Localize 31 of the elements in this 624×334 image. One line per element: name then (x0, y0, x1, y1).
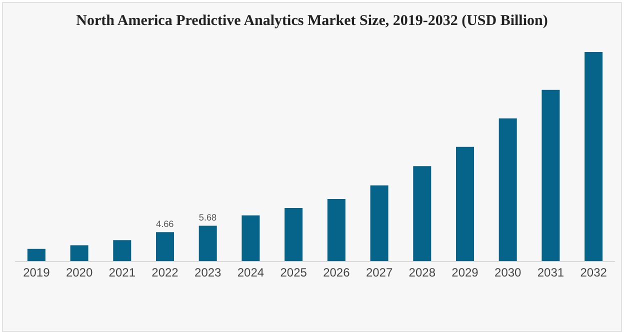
bar (242, 215, 260, 261)
x-tick-label: 2032 (580, 265, 608, 280)
x-tick-label: 2031 (537, 265, 564, 280)
chart-title: North America Predictive Analytics Market Size, 2019-2032 (USD Billion) (76, 12, 548, 29)
x-tick-label: 2028 (408, 265, 436, 280)
x-tick-label: 2026 (323, 265, 350, 280)
bar (456, 146, 474, 261)
bar (584, 52, 603, 261)
bar (113, 240, 132, 261)
bar (198, 226, 217, 261)
bar (327, 199, 346, 261)
bar (498, 118, 517, 261)
x-tick-label: 2020 (66, 265, 93, 280)
bar (156, 232, 174, 261)
x-tick-label: 2024 (237, 265, 264, 280)
bar (413, 166, 432, 261)
data-label: 5.68 (198, 212, 217, 222)
x-tick-label: 2021 (108, 265, 136, 280)
bar (27, 248, 46, 261)
x-tick-label: 2029 (452, 265, 479, 280)
x-tick-label: 2030 (494, 265, 522, 280)
x-tick-label: 2023 (194, 265, 222, 280)
x-tick-label: 2019 (23, 265, 50, 280)
x-tick-label: 2022 (152, 265, 179, 280)
data-label: 4.66 (156, 218, 174, 229)
bar (370, 185, 388, 261)
bar (70, 245, 88, 261)
bar (542, 90, 560, 261)
x-tick-label: 2025 (280, 265, 308, 280)
x-tick-label: 2027 (366, 265, 393, 280)
bar (284, 208, 303, 261)
